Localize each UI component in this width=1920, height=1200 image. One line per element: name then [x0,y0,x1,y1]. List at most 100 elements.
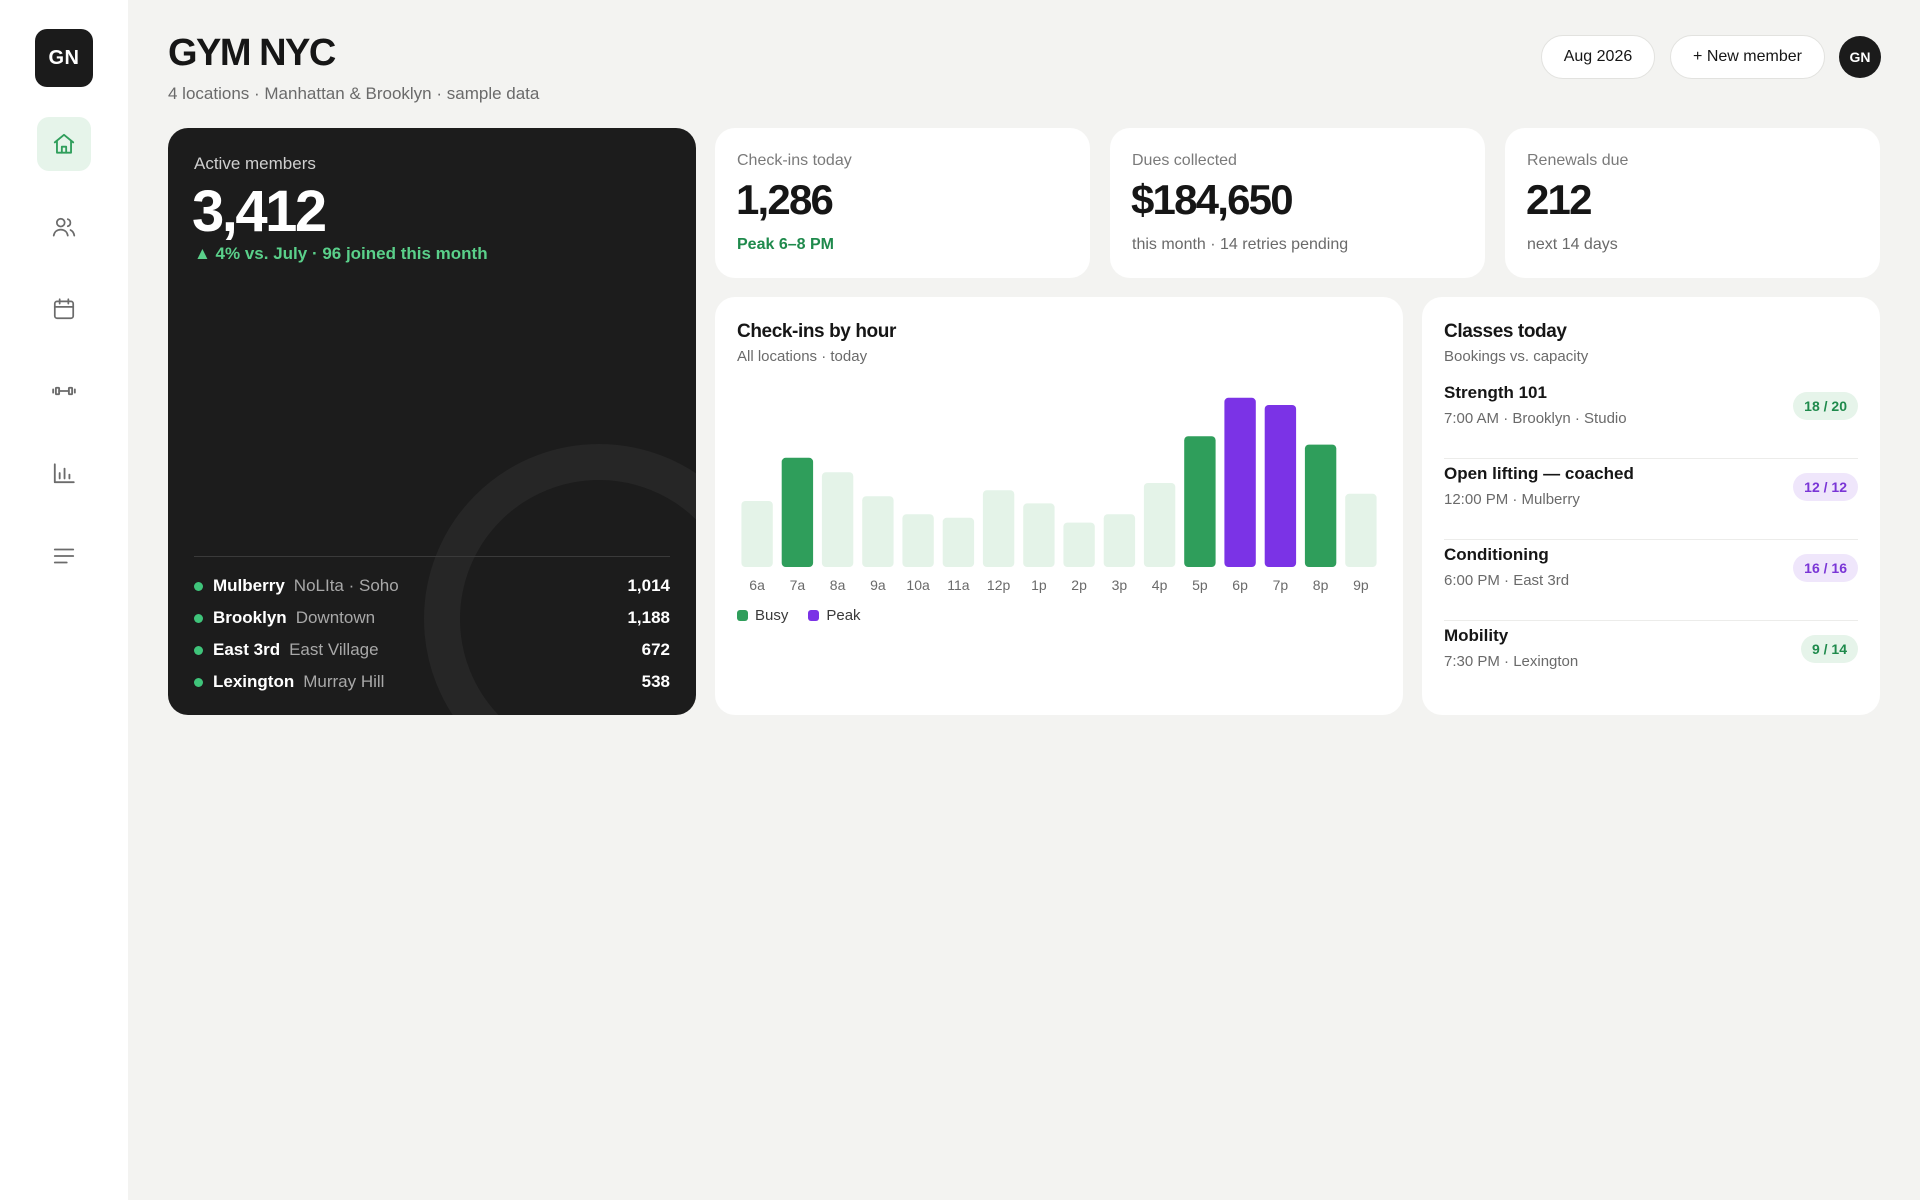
class-meta: 7:30 PM · Lexington [1444,653,1579,670]
class-row[interactable]: Open lifting — coached 12:00 PM · Mulber… [1444,459,1858,540]
legend-peak-label: Peak [826,607,861,624]
location-area: East Village [289,640,379,659]
class-meta: 7:00 AM · Brooklyn · Studio [1444,410,1627,427]
active-members-card: Active members 3,412 ▲ 4% vs. July · 96 … [168,128,696,715]
checkins-bar-chart: 6a 7a 8a 9a 10a 11a 12p 1p 2p 3p 4p 5p 6p 7p 8p 9p [741,397,1377,593]
x-tick-label: 8a [830,577,846,593]
divider [194,556,670,557]
class-name: Mobility [1444,626,1509,645]
new-member-button[interactable]: + New member [1670,35,1825,79]
nav-schedule[interactable] [37,282,91,336]
bar-9a[interactable] [862,496,894,567]
active-members-value: 3,412 [192,179,327,244]
brand-logo[interactable]: GN [35,29,93,87]
chart-title: Check-ins by hour [737,321,896,342]
x-tick-label: 11a [947,577,970,593]
location-count: 672 [641,640,670,659]
capacity-badge: 18 / 20 [1793,392,1858,420]
x-tick-label: 9p [1353,577,1369,593]
x-tick-label: 3p [1112,577,1128,593]
bar-6p[interactable] [1224,397,1256,567]
location-area: NoLIta · Soho [293,576,399,595]
nav-home[interactable] [37,117,91,171]
bar-6a[interactable] [741,501,773,567]
class-meta: 12:00 PM · Mulberry [1444,491,1580,508]
class-list: Strength 101 7:00 AM · Brooklyn · Studio… [1444,378,1858,702]
bar-8a[interactable] [821,472,854,567]
members-icon [52,217,76,237]
checkins-value: 1,286 [736,176,834,223]
avatar[interactable]: GN [1839,36,1881,78]
bar-11a[interactable] [942,517,975,567]
bar-8p[interactable] [1304,444,1337,567]
bar-4p[interactable] [1143,483,1176,567]
legend-busy: Busy [737,607,788,624]
bar-3p[interactable] [1103,514,1136,567]
location-name: Mulberry [213,576,285,595]
bar-10a[interactable] [902,514,934,567]
class-meta: 6:00 PM · East 3rd [1444,572,1570,589]
x-tick-label: 8p [1313,577,1329,593]
renewals-card: Renewals due 212 next 14 days [1505,128,1880,278]
location-row[interactable]: East 3rd East Village 672 [194,634,670,666]
classes-title: Classes today [1444,321,1567,342]
x-tick-label: 5p [1192,577,1208,593]
x-tick-label: 1p [1031,577,1047,593]
nav-reports[interactable] [37,446,91,500]
location-area: Murray Hill [303,672,385,691]
menu-lines-icon [53,548,75,564]
location-count: 1,014 [627,576,670,595]
home-icon [53,133,75,154]
x-tick-label: 6p [1232,577,1248,593]
class-name: Strength 101 [1444,383,1547,402]
legend-peak: Peak [808,607,861,624]
dues-card: Dues collected $184,650 this month · 14 … [1110,128,1485,278]
class-name: Open lifting — coached [1444,464,1634,483]
dues-label: Dues collected [1132,152,1237,169]
capacity-badge: 9 / 14 [1800,635,1858,663]
page-subtitle: 4 locations · Manhattan & Brooklyn · sam… [168,84,540,103]
dumbbell-icon [52,386,76,396]
busy-swatch-icon [737,610,748,621]
dues-value: $184,650 [1131,176,1294,223]
bar-12p[interactable] [982,490,1015,567]
renewals-value: 212 [1526,176,1592,223]
bar-1p[interactable] [1023,503,1055,567]
bar-7a[interactable] [781,457,814,567]
location-count: 538 [641,672,670,691]
nav-more[interactable] [37,529,91,583]
location-name: East 3rd [213,640,281,659]
bar-9p[interactable] [1345,493,1377,567]
location-row[interactable]: Brooklyn Downtown 1,188 [194,602,670,634]
calendar-icon [53,298,75,320]
renewals-note: next 14 days [1527,236,1618,253]
chart-legend: Busy Peak [737,607,861,624]
nav-members[interactable] [37,200,91,254]
bar-7p[interactable] [1264,405,1297,567]
peak-swatch-icon [808,610,820,621]
location-name: Brooklyn [213,608,287,627]
month-selector-button[interactable]: Aug 2026 [1541,35,1655,79]
location-area: Downtown [295,608,376,627]
checkins-note: Peak 6–8 PM [737,236,834,253]
location-row[interactable]: Mulberry NoLIta · Soho 1,014 [194,570,670,602]
classes-today-card: Classes today Bookings vs. capacity Stre… [1422,297,1880,715]
x-tick-label: 7p [1273,577,1289,593]
nav-equipment[interactable] [37,364,91,418]
x-tick-label: 9a [870,577,886,593]
class-row[interactable]: Conditioning 6:00 PM · East 3rd 16 / 16 [1444,540,1858,621]
bar-chart-icon [53,463,75,484]
active-members-label: Active members [194,154,316,173]
bar-2p[interactable] [1063,522,1095,567]
bar-5p[interactable] [1184,436,1216,567]
location-list: Mulberry NoLIta · Soho 1,014 Brooklyn Do… [194,570,670,698]
class-row[interactable]: Strength 101 7:00 AM · Brooklyn · Studio… [1444,378,1858,459]
dues-note: this month · 14 retries pending [1132,236,1349,253]
status-dot-icon [194,677,203,687]
status-dot-icon [194,581,203,591]
location-row[interactable]: Lexington Murray Hill 538 [194,666,670,698]
class-row[interactable]: Mobility 7:30 PM · Lexington 9 / 14 [1444,621,1858,702]
x-tick-label: 10a [906,577,930,593]
capacity-badge: 12 / 12 [1793,473,1858,501]
capacity-badge: 16 / 16 [1793,554,1858,582]
